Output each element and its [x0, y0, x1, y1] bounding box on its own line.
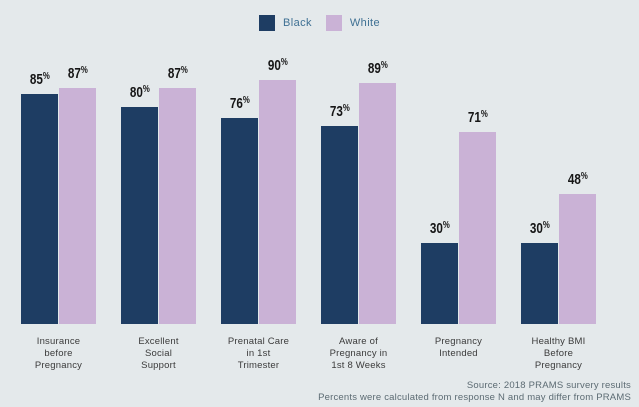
- white-bar-column: 71%: [459, 109, 496, 324]
- black-bar: [521, 243, 558, 324]
- bar-value-label: 73%: [329, 103, 350, 120]
- white-bar-column: 87%: [59, 65, 96, 324]
- legend-label-white: White: [349, 17, 381, 29]
- bar-value-label: 71%: [467, 109, 488, 126]
- plot-area: 85% 87% 80% 87% 76% 90% 73% 89% 30% 71% 30% 48%: [21, 57, 596, 324]
- bar-value-label: 90%: [267, 57, 288, 74]
- bar-group: 30% 48%: [521, 171, 596, 324]
- source-note: Source: 2018 PRAMS survery results Perce…: [318, 380, 631, 404]
- bar-group: 30% 71%: [421, 109, 496, 324]
- category-label: Prenatal Care in 1st Trimester: [227, 336, 290, 371]
- category-label: Insurance before Pregnancy: [34, 336, 83, 371]
- bar-value-label: 48%: [567, 171, 588, 188]
- percent-sign: %: [80, 65, 88, 76]
- percent-sign: %: [542, 220, 550, 231]
- category-label: Pregnancy Intended: [434, 336, 483, 359]
- white-series-swatch: [325, 15, 342, 31]
- category-label: Excellent Social Support: [138, 336, 179, 371]
- bar-value-label: 30%: [529, 220, 550, 237]
- black-bar: [121, 107, 158, 324]
- bar-value-label: 87%: [167, 65, 188, 82]
- black-bar-column: 30%: [421, 220, 458, 324]
- percent-sign: %: [442, 220, 450, 231]
- category-label: Healthy BMI Before Pregnancy: [531, 336, 586, 371]
- bar-value-label: 80%: [129, 84, 150, 101]
- bar-group: 76% 90%: [221, 57, 296, 324]
- percent-sign: %: [180, 65, 188, 76]
- black-bar: [421, 243, 458, 324]
- white-bar: [259, 80, 296, 324]
- bar-value-label: 76%: [229, 95, 250, 112]
- bar-value-label: 30%: [429, 220, 450, 237]
- black-bar-column: 73%: [321, 103, 358, 324]
- percent-sign: %: [580, 171, 588, 182]
- source-line-1: Source: 2018 PRAMS survery results: [466, 380, 631, 391]
- black-bar-column: 85%: [21, 71, 58, 324]
- bar-group: 73% 89%: [321, 60, 396, 324]
- percent-sign: %: [342, 103, 350, 114]
- percent-sign: %: [242, 95, 250, 106]
- legend-item-white: White: [325, 15, 381, 31]
- source-line-2: Percents were calculated from response N…: [318, 392, 631, 403]
- white-bar: [159, 88, 196, 324]
- white-bar: [59, 88, 96, 324]
- white-bar-column: 87%: [159, 65, 196, 324]
- category-axis: Insurance before Pregnancy Excellent Soci…: [21, 336, 596, 372]
- percent-sign: %: [280, 57, 288, 68]
- black-series-swatch: [258, 15, 275, 31]
- bar-group: 85% 87%: [21, 65, 96, 324]
- percent-sign: %: [42, 71, 50, 82]
- percent-sign: %: [142, 84, 150, 95]
- white-bar: [359, 83, 396, 324]
- black-bar: [321, 126, 358, 324]
- percent-sign: %: [480, 109, 488, 120]
- bar-value-label: 87%: [67, 65, 88, 82]
- white-bar-column: 90%: [259, 57, 296, 324]
- bar-value-label: 85%: [29, 71, 50, 88]
- black-bar-column: 80%: [121, 84, 158, 324]
- white-bar: [559, 194, 596, 324]
- legend-item-black: Black: [258, 15, 312, 31]
- bar-group: 80% 87%: [121, 65, 196, 324]
- legend-label-black: Black: [282, 17, 312, 29]
- bar-value-label: 89%: [367, 60, 388, 77]
- legend: Black White: [0, 15, 639, 31]
- percent-sign: %: [380, 60, 388, 71]
- black-bar-column: 76%: [221, 95, 258, 324]
- black-bar-column: 30%: [521, 220, 558, 324]
- white-bar: [459, 132, 496, 324]
- white-bar-column: 48%: [559, 171, 596, 324]
- black-bar: [221, 118, 258, 324]
- black-bar: [21, 94, 58, 324]
- category-label: Aware of Pregnancy in 1st 8 Weeks: [329, 336, 388, 371]
- white-bar-column: 89%: [359, 60, 396, 324]
